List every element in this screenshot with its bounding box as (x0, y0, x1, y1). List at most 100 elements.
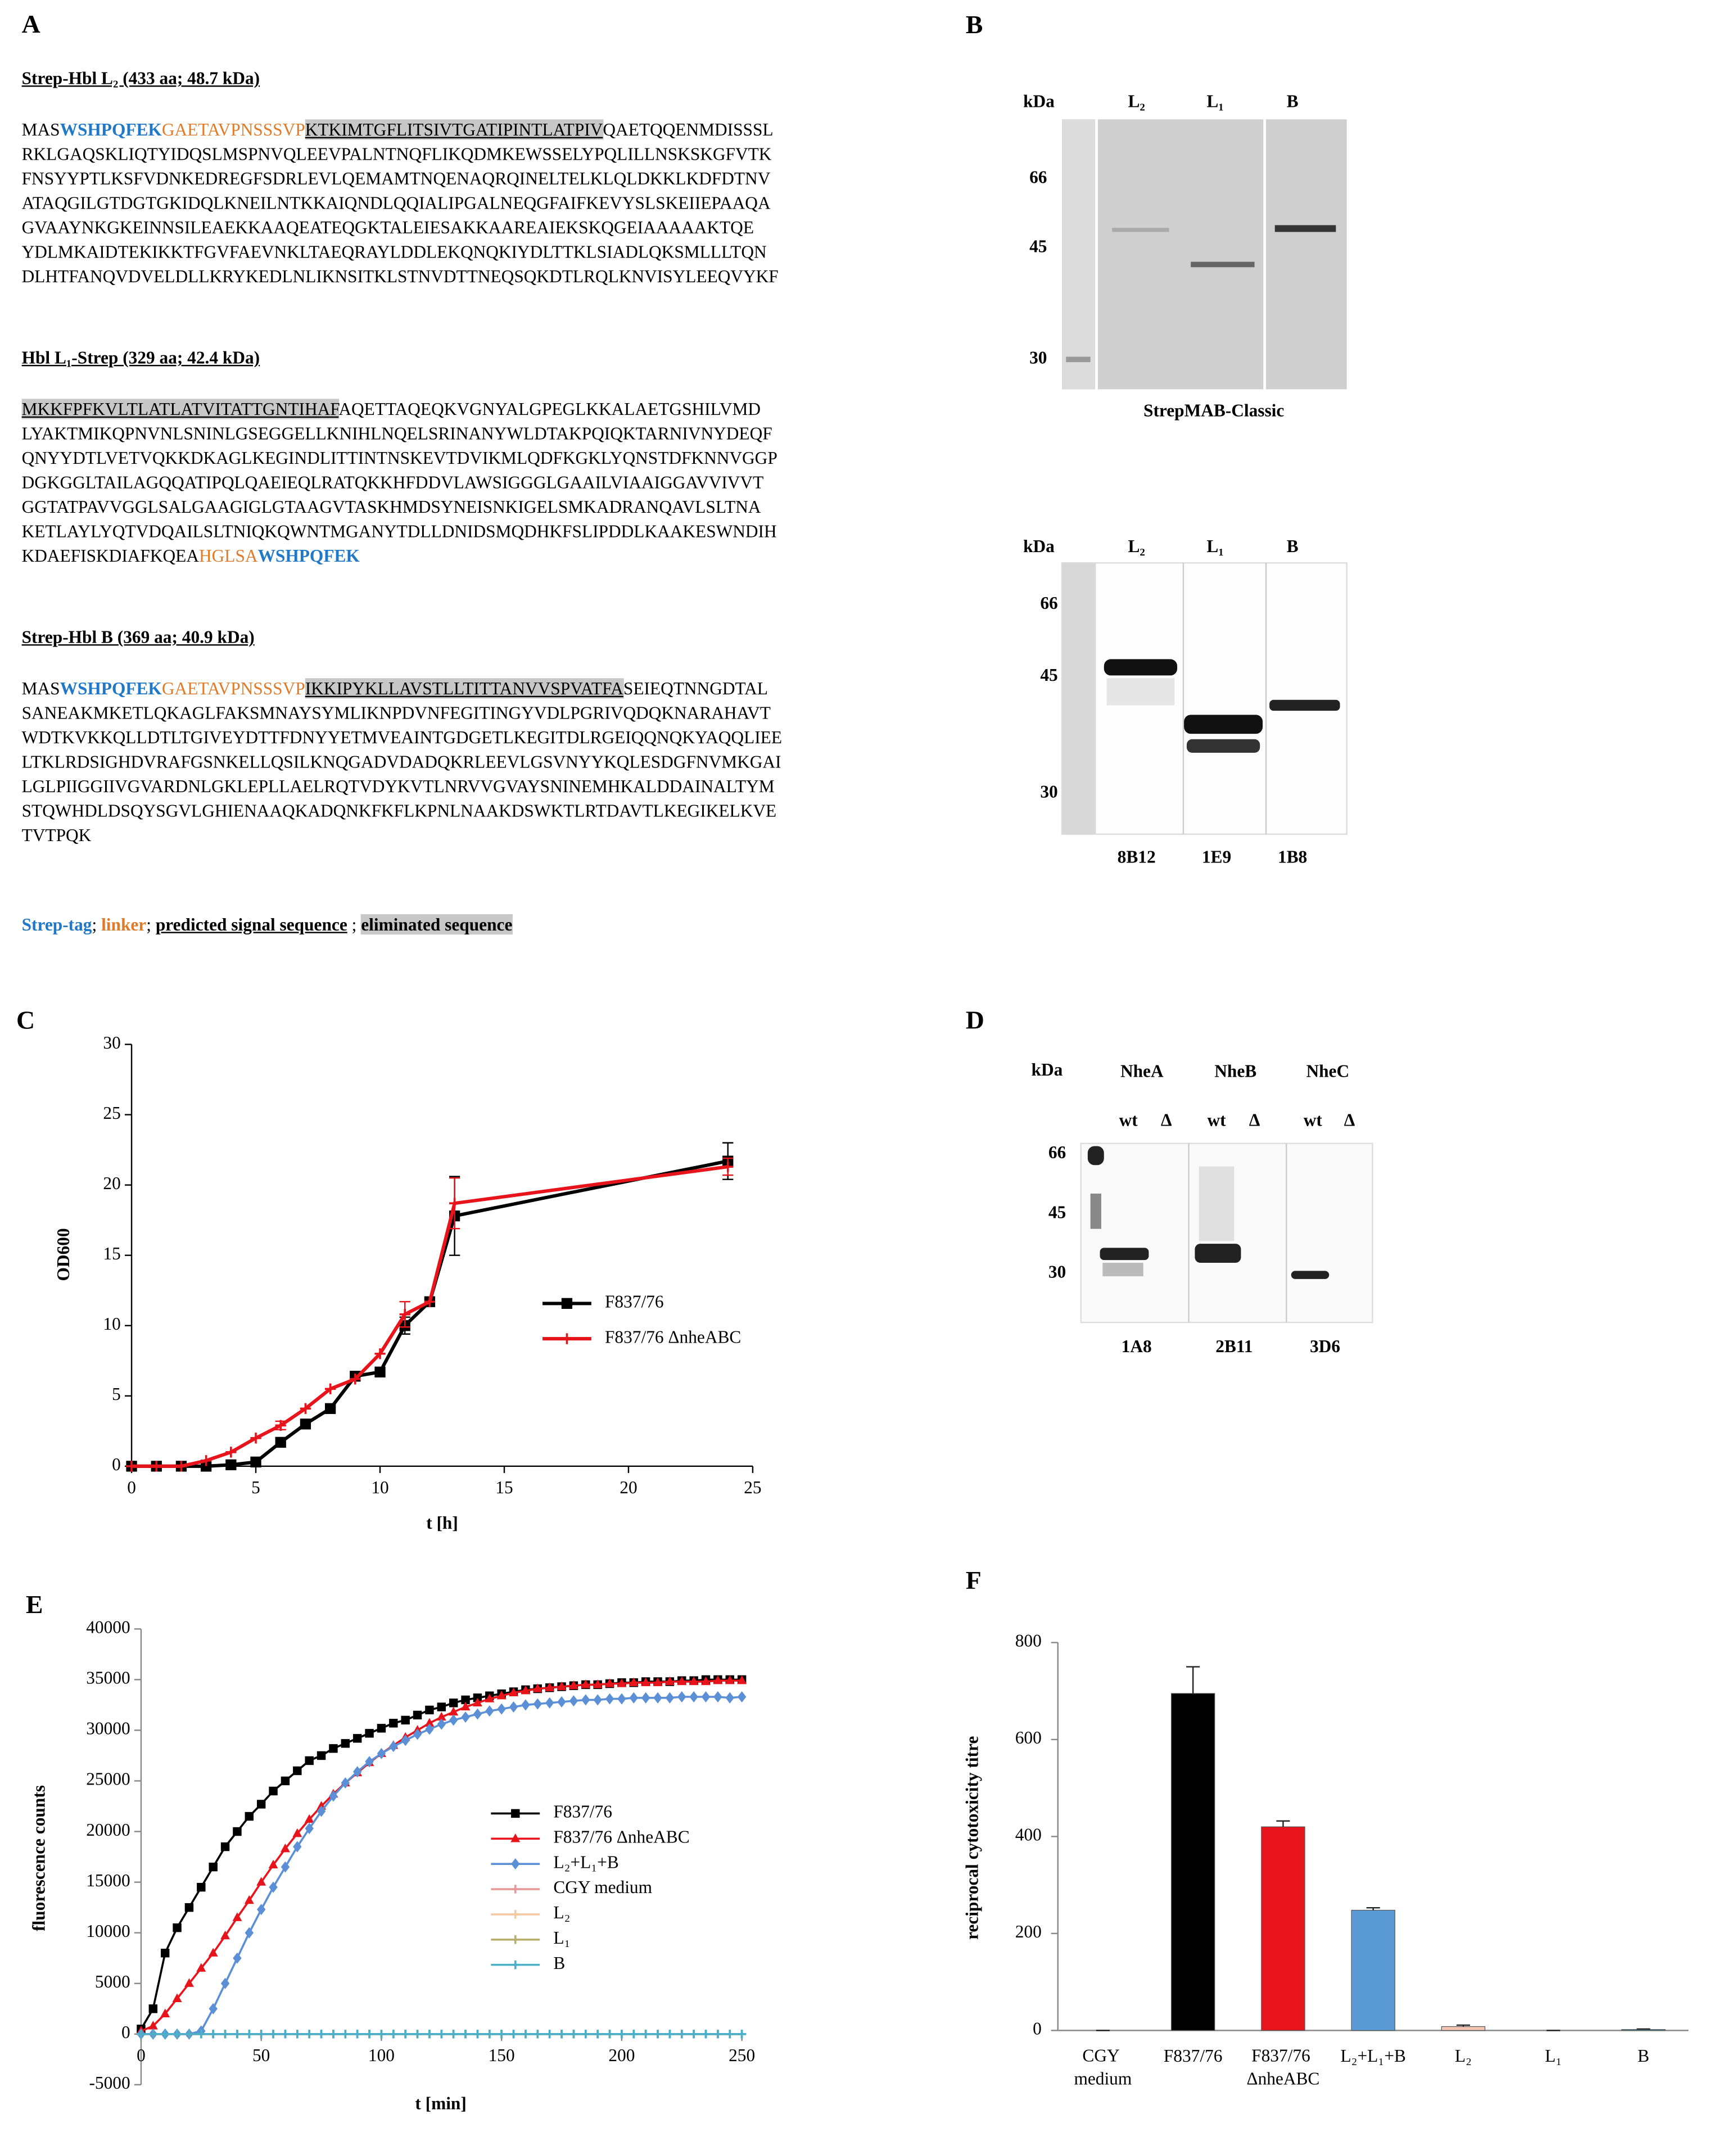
marker (281, 2030, 290, 2039)
sequence-segment: linker (101, 914, 147, 935)
x-tick-label: CGY medium (1074, 2046, 1132, 2089)
x-tick-label: 200 (608, 2045, 635, 2065)
marker (665, 2030, 675, 2039)
marker (268, 1859, 278, 1869)
sequence-line: MKKFPFKVLTLATLATVITATTGNTIHAFAQETTAQEQKV… (21, 399, 761, 421)
marker (173, 1923, 182, 1932)
marker (511, 1885, 520, 1894)
legend-label: F837/76 ΔnheABC (605, 1327, 741, 1347)
marker (329, 1744, 338, 1753)
antibody-label: 2B11 (1215, 1336, 1253, 1356)
marker (532, 1683, 542, 1692)
marker (209, 1862, 218, 1872)
marker (641, 1692, 650, 1704)
marker (160, 2008, 170, 2017)
marker (175, 1461, 187, 1472)
marker (689, 2030, 698, 2039)
sequence-segment: ; (146, 914, 156, 935)
marker (329, 1790, 338, 1802)
protein-title: Strep-Hbl B (369 aa; 40.9 kDa) (21, 626, 255, 647)
sequence-legend: Strep-tag; linker; predicted signal sequ… (22, 914, 513, 936)
marker (521, 2030, 530, 2039)
marker (424, 1718, 435, 1727)
marker (437, 1718, 446, 1730)
marker-label: 45 (1029, 237, 1047, 256)
marker (352, 2030, 362, 2039)
sequence-line: QNYYDTLVETVQKKDKAGLKEGINDLITTINTNSKEVTDV… (21, 448, 777, 468)
x-axis-title: t [min] (415, 2093, 466, 2113)
y-tick-label: 5 (112, 1384, 121, 1404)
x-tick-label: L₂ (1455, 2046, 1472, 2066)
x-tick-label: 20 (620, 1478, 637, 1497)
marker (317, 2030, 326, 2039)
x-axis-title: t [h] (426, 1513, 458, 1533)
antibody-label: 3D6 (1310, 1336, 1340, 1356)
marker (677, 1691, 686, 1703)
y-tick-label: 800 (1015, 1631, 1042, 1651)
marker (561, 1333, 573, 1344)
marker (511, 1809, 520, 1818)
x-tick-label: 25 (744, 1478, 761, 1497)
marker (485, 2030, 494, 2039)
marker (305, 1756, 314, 1765)
marker (545, 1697, 554, 1709)
marker (324, 1403, 336, 1414)
marker (533, 2030, 542, 2039)
y-axis-title: OD600 (53, 1228, 73, 1281)
error-bar (1366, 1907, 1380, 1910)
panel-label: C (16, 1005, 35, 1034)
legend-label: F837/76 ΔnheABC (553, 1827, 689, 1846)
marker (256, 1800, 266, 1809)
marker (209, 2030, 218, 2039)
marker (557, 1696, 566, 1708)
sequence-segment: KTKIMTGFLITSIVTGATIPINTLATPIV (305, 119, 603, 140)
marker (208, 1948, 218, 1957)
marker-label: 66 (1029, 168, 1047, 187)
sequence-line: RKLGAQSKLIQTYIDQSLMSPNVQLEEVPALNTNQFLIKQ… (21, 143, 772, 164)
marker (350, 1374, 361, 1385)
sequence-segment: MKKFPFKVLTLATLATVITATTGNTIHAF (21, 399, 339, 419)
marker (377, 1724, 386, 1733)
sequence-line: GVAAYNKGKEINNSILEAEKKAAQEATEQGKTALEIESAK… (21, 217, 754, 238)
marker (389, 1741, 398, 1752)
sequence-line: ATAQGILGTDGTGKIDQLKNEILNTKKAIQNDLQQIALIP… (21, 192, 771, 213)
x-tick-label: F837/76 ΔnheABC (1246, 2046, 1319, 2089)
antibody-label: 8B12 (1118, 847, 1156, 866)
sequence-segment: eliminated sequence (361, 914, 513, 935)
x-tick-label: 5 (251, 1478, 260, 1497)
marker (677, 2030, 686, 2039)
marker (461, 1695, 470, 1705)
marker (304, 1814, 314, 1823)
y-tick-label: 0 (121, 2022, 130, 2042)
marker (581, 2030, 590, 2039)
y-tick-label: 25000 (86, 1769, 130, 1789)
sublane-label: Δ (1344, 1110, 1355, 1130)
lane-label: B (1287, 92, 1299, 111)
smear (1102, 1262, 1143, 1277)
marker (605, 2030, 614, 2039)
marker (305, 2030, 314, 2039)
marker (148, 2030, 158, 2039)
marker (151, 1461, 162, 1472)
sequence-segment: QAETQQENMDISSSL (603, 119, 774, 140)
sequence-line: LGLPIIGGIIVGVARDNLGKLEPLLAELRQTVDYKVTLNR… (21, 775, 775, 797)
marker (148, 2021, 158, 2030)
kda-label: kDa (1023, 536, 1055, 556)
marker (244, 1895, 254, 1904)
marker-label: 66 (1040, 593, 1057, 613)
y-tick-label: 40000 (86, 1618, 130, 1637)
sequence-segment: WSHPQFEK (257, 545, 360, 566)
panel-label: B (966, 10, 983, 39)
bar (1170, 1693, 1215, 2031)
antibody-label: 1B8 (1278, 847, 1307, 866)
marker (593, 2030, 602, 2039)
marker (521, 1685, 531, 1695)
marker (200, 1455, 212, 1466)
y-tick-label: -5000 (89, 2073, 130, 2093)
marker (250, 1433, 261, 1444)
marker (173, 2030, 182, 2039)
marker (300, 1419, 311, 1430)
marker-band (1090, 1193, 1101, 1229)
marker (293, 1841, 302, 1853)
marker (256, 2030, 266, 2039)
